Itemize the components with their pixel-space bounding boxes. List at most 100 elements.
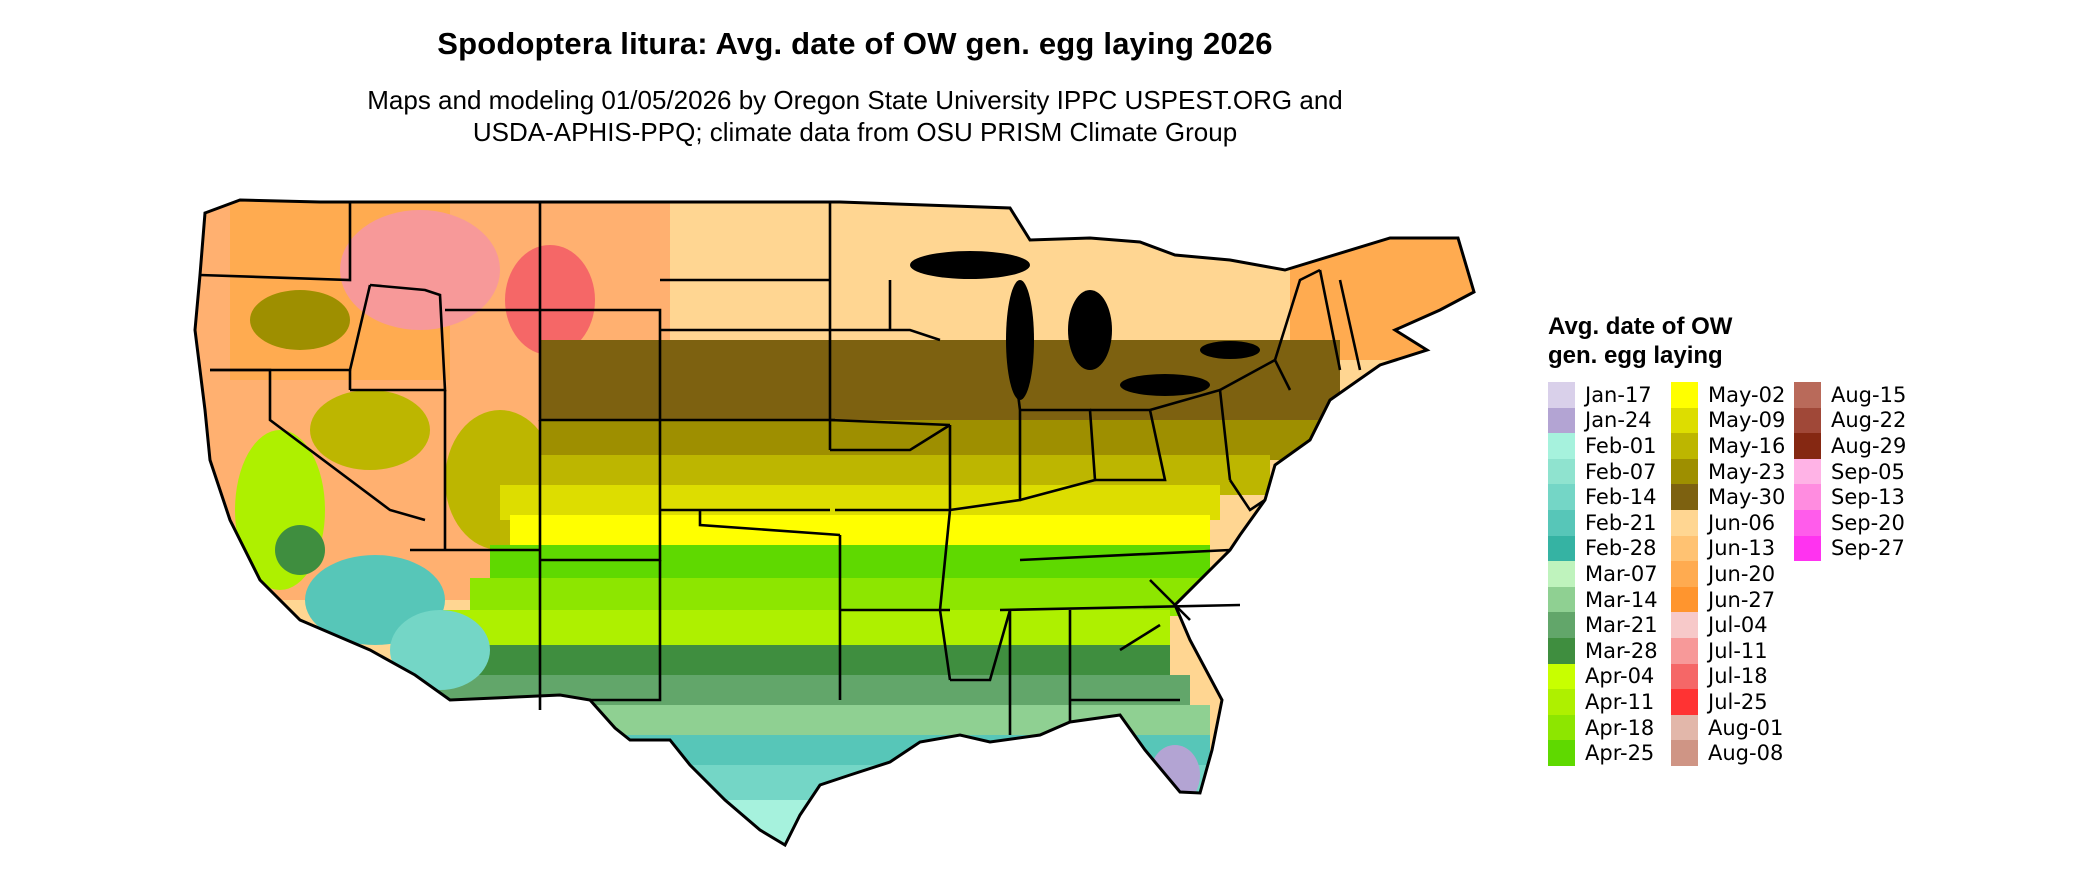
legend-columns: Jan-17 Jan-24 Feb-01 Feb-07 Feb-14 Feb-21 Feb-… (1548, 382, 1917, 766)
legend-swatch (1671, 407, 1698, 434)
legend-swatch (1548, 637, 1575, 664)
legend-column: May-02 May-09 May-16 May-23 May-30 Jun-06 Jun-… (1671, 382, 1794, 766)
legend-label: Apr-18 (1585, 715, 1655, 740)
legend-swatch (1794, 535, 1821, 562)
legend-item: Feb-07 (1548, 458, 1671, 485)
us-outline (193, 198, 1476, 848)
legend-column: Jan-17 Jan-24 Feb-01 Feb-07 Feb-14 Feb-21 Feb-… (1548, 382, 1671, 766)
legend-swatch (1548, 689, 1575, 715)
legend-label: May-30 (1708, 485, 1786, 510)
legend-item: Aug-15 (1794, 382, 1917, 408)
legend-item: Mar-28 (1548, 637, 1671, 664)
legend-item: May-16 (1671, 433, 1794, 459)
legend-item: Mar-07 (1548, 561, 1671, 587)
legend-swatch (1794, 458, 1821, 485)
legend-label: Aug-29 (1831, 433, 1907, 458)
legend-swatch (1671, 714, 1698, 741)
legend-swatch (1671, 740, 1698, 766)
legend-item: Apr-04 (1548, 663, 1671, 690)
legend-label: Jul-11 (1708, 638, 1768, 663)
legend-swatch (1548, 433, 1575, 459)
legend-item: Jul-04 (1671, 612, 1794, 638)
legend-item: May-02 (1671, 382, 1794, 408)
legend-label: May-16 (1708, 433, 1786, 458)
legend-label: Mar-21 (1585, 613, 1658, 638)
subtitle-line-1: Maps and modeling 01/05/2026 by Oregon S… (367, 85, 1343, 115)
legend-item: Jun-20 (1671, 561, 1794, 587)
legend-item: Jun-13 (1671, 535, 1794, 562)
legend-title-line-2: gen. egg laying (1548, 342, 1723, 369)
legend-item: Feb-21 (1548, 509, 1671, 536)
map-subtitle: Maps and modeling 01/05/2026 by Oregon S… (0, 84, 1710, 148)
legend-label: Jun-20 (1708, 561, 1776, 586)
legend-item: Jan-24 (1548, 407, 1671, 434)
legend-label: Apr-25 (1585, 741, 1655, 766)
legend-label: Jan-24 (1585, 408, 1652, 433)
legend-label: Feb-07 (1585, 459, 1657, 484)
legend-label: Mar-07 (1585, 561, 1658, 586)
legend-swatch (1548, 484, 1575, 510)
legend-item: Aug-08 (1671, 740, 1794, 766)
legend-swatch (1671, 458, 1698, 485)
legend-label: Sep-20 (1831, 510, 1905, 535)
legend-label: Aug-08 (1708, 741, 1784, 766)
legend-swatch (1548, 714, 1575, 741)
legend-label: Apr-04 (1585, 664, 1655, 689)
legend-swatch (1671, 663, 1698, 690)
legend-item: Apr-18 (1548, 714, 1671, 741)
legend-label: Jul-18 (1708, 664, 1768, 689)
legend-label: Sep-13 (1831, 485, 1905, 510)
legend-label: May-09 (1708, 408, 1786, 433)
legend-swatch (1794, 433, 1821, 459)
legend-swatch (1671, 637, 1698, 664)
legend-label: Aug-22 (1831, 408, 1907, 433)
legend-label: Jul-04 (1708, 613, 1768, 638)
legend-label: Feb-01 (1585, 433, 1657, 458)
legend-swatch (1548, 509, 1575, 536)
legend-label: Jul-25 (1708, 689, 1768, 714)
legend-swatch (1548, 612, 1575, 638)
legend-swatch (1548, 740, 1575, 766)
legend-item: Sep-13 (1794, 484, 1917, 510)
legend-item: Feb-01 (1548, 433, 1671, 459)
legend-swatch (1794, 382, 1821, 408)
map-fill (195, 200, 1474, 845)
legend: Avg. date of OW gen. egg laying Jan-17 Ja… (1548, 312, 1917, 766)
map-title: Spodoptera litura: Avg. date of OW gen. … (437, 26, 1273, 61)
legend-item: Apr-25 (1548, 740, 1671, 766)
legend-label: Jun-06 (1708, 510, 1776, 535)
legend-item: Jan-17 (1548, 382, 1671, 408)
legend-swatch (1548, 535, 1575, 562)
legend-swatch (1671, 382, 1698, 408)
legend-swatch (1671, 689, 1698, 715)
legend-label: Feb-14 (1585, 485, 1657, 510)
legend-swatch (1548, 561, 1575, 587)
legend-item: Aug-01 (1671, 714, 1794, 741)
legend-label: Mar-28 (1585, 638, 1658, 663)
legend-item: Feb-14 (1548, 484, 1671, 510)
legend-label: Feb-28 (1585, 536, 1657, 561)
legend-swatch (1548, 458, 1575, 485)
legend-item: Jun-06 (1671, 509, 1794, 536)
legend-swatch (1671, 535, 1698, 562)
great-lakes (910, 251, 1260, 400)
legend-label: Jan-17 (1585, 382, 1652, 407)
legend-swatch (1671, 586, 1698, 613)
legend-label: May-02 (1708, 382, 1786, 407)
legend-swatch (1794, 407, 1821, 434)
subtitle-line-2: USDA-APHIS-PPQ; climate data from OSU PR… (472, 117, 1238, 147)
legend-item: Aug-29 (1794, 433, 1917, 459)
legend-label: Jun-13 (1708, 536, 1776, 561)
legend-swatch (1548, 407, 1575, 434)
legend-swatch (1671, 612, 1698, 638)
legend-item: Apr-11 (1548, 689, 1671, 715)
legend-label: Sep-27 (1831, 536, 1905, 561)
legend-item: Jul-25 (1671, 689, 1794, 715)
legend-label: May-23 (1708, 459, 1786, 484)
legend-item: Mar-14 (1548, 586, 1671, 613)
legend-swatch (1671, 433, 1698, 459)
legend-swatch (1548, 586, 1575, 613)
legend-item: May-09 (1671, 407, 1794, 434)
legend-swatch (1548, 663, 1575, 690)
legend-swatch (1671, 561, 1698, 587)
